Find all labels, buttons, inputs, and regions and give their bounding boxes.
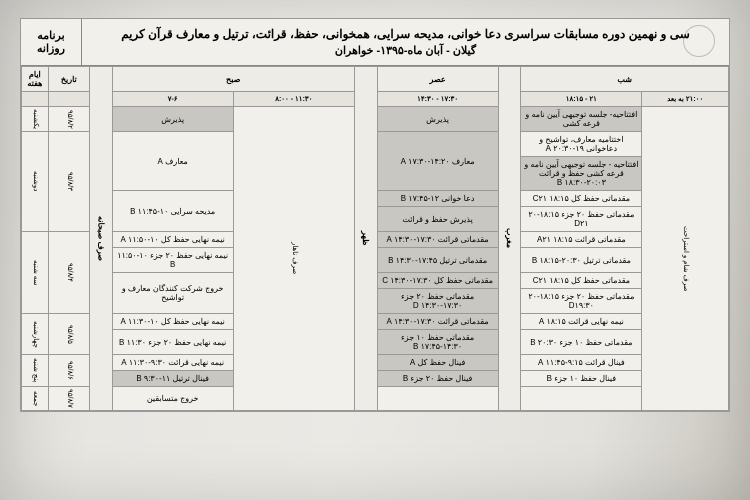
col-day: ایام هفته	[22, 67, 49, 92]
r5-c2: فینال حفظ ۲۰ جزء B	[377, 371, 498, 387]
r5-dt: ۹۵/۸/۶	[48, 355, 89, 387]
side-nahar: صرف ناهار	[233, 107, 354, 411]
r3-c2: مقدماتی ترتیل ۱۷:۴۵-۱۴:۳۰ B	[377, 248, 498, 273]
side-title-1: برنامه	[37, 29, 64, 42]
side-title-2: روزانه	[37, 42, 65, 55]
time-e: ۷-۶	[112, 92, 233, 107]
r3-b2: مقدماتی ترتیل ۲۰:۳۰-۱۸:۱۵ B	[521, 248, 642, 273]
r2-c1: دعا خوانی ۱۲-۱۷:۴۵ B	[377, 191, 498, 207]
r1-dy: دوشنبه	[22, 132, 49, 232]
r3-b4: مقدماتی حفظ ۲۰ جزء ۱۸:۱۵-۲۰ D۱۹:۳۰	[521, 289, 642, 314]
r3-d2: نیمه نهایی حفظ ۲۰ جزء ۱۰-۱۱:۵۰ B	[112, 248, 233, 273]
r4-dy: چهارشنبه	[22, 314, 49, 355]
r3-b1: مقدماتی قرائت ۱۸:۱۵ A۲۱	[521, 232, 642, 248]
r4-dt: ۹۵/۸/۵	[48, 314, 89, 355]
col-zuhr: ظهر	[354, 67, 377, 411]
r5-b1: فینال قرائت ۹:۱۵-۱۱:۴۵ A	[521, 355, 642, 371]
r6-d: خروج متسابقین	[112, 387, 233, 411]
r0-dt: ۹۵/۸/۲	[48, 107, 89, 132]
time-d: ۱۱:۳۰ - ۸:۰۰	[233, 92, 354, 107]
r3-b3: مقدماتی حفظ کل ۱۸:۱۵ C۲۱	[521, 273, 642, 289]
r5-d1: نیمه نهایی قرائت ۹:۳۰-۱۱:۳۰ A	[112, 355, 233, 371]
title-1: سی و نهمین دوره مسابقات سراسری دعا خوانی…	[86, 27, 725, 41]
r0-d1: پذیرش	[112, 107, 233, 132]
r3-c1: مقدماتی قرائت ۱۷:۳۰-۱۴:۳۰ A	[377, 232, 498, 248]
side-sham: صرف شام و استراحت	[642, 107, 729, 411]
col-night: شب	[521, 67, 729, 92]
schedule-table: شب مغرب عصر ظهر صبح صرف صبحانه تاریخ ایا…	[21, 66, 729, 411]
r1-d1: معارف A	[112, 132, 233, 191]
r5-d2: فینال ترتیل ۱۱-۹:۳۰ B	[112, 371, 233, 387]
r4-d1: نیمه نهایی حفظ کل ۱۰-۱۱:۳۰ A	[112, 314, 233, 330]
r5-c1: فینال حفظ کل A	[377, 355, 498, 371]
r3-c3: مقدماتی حفظ کل ۱۷:۳۰-۱۴:۳۰ C	[377, 273, 498, 289]
r2-c2: پذیرش حفظ و قرائت	[377, 207, 498, 232]
time-c: ۱۷:۳۰ - ۱۴:۳۰	[377, 92, 498, 107]
time-a: ۲۱:۰۰ به بعد	[642, 92, 729, 107]
r6-dt: ۹۵/۸/۷	[48, 387, 89, 411]
r0-b: افتتاحیه- جلسه توجیهی آیین نامه و قرعه ک…	[521, 107, 642, 132]
logo-circle	[683, 25, 715, 57]
side-sobhane: صرف صبحانه	[89, 67, 112, 411]
r3-dy: سه شنبه	[22, 232, 49, 314]
r4-b1: نیمه نهایی قرائت ۱۸:۱۵ A	[521, 314, 642, 330]
r1-dt: ۹۵/۸/۳	[48, 132, 89, 232]
r6-dy: جمعه	[22, 387, 49, 411]
col-date: تاریخ	[48, 67, 89, 92]
r0-c: پذیرش	[377, 107, 498, 132]
r1-b1: اختتامیه معارف، تواشیح و دعاخوانی ۱۹-۲۰:…	[521, 132, 642, 157]
r2-b2: مقدماتی حفظ ۲۰ جزء ۱۸:۱۵-۲۰ D۲۱	[521, 207, 642, 232]
r4-b2: مقدماتی حفظ ۱۰ جزء ۲۰:۳۰ B	[521, 330, 642, 355]
r2-d1: مدیحه سرایی ۱۰-۱۱:۴۵ B	[112, 191, 233, 232]
r5-b2: فینال حفظ ۱۰ جزء B	[521, 371, 642, 387]
r5-dy: پنج شنبه	[22, 355, 49, 387]
r3-c4: مقدماتی حفظ ۲۰ جزء ۱۷:۳۰-۱۴:۳۰ D	[377, 289, 498, 314]
r2-b1: مقدماتی حفظ کل ۱۸:۱۵ C۲۱	[521, 191, 642, 207]
r3-d3: خروج شرکت کنندگان معارف و تواشیح	[112, 273, 233, 314]
r0-dy: یکشنبه	[22, 107, 49, 132]
r3-d1: نیمه نهایی حفظ کل ۱۰-۱۱:۵۰ A	[112, 232, 233, 248]
col-maghrib: مغرب	[498, 67, 521, 411]
r1-b2: افتتاحیه - جلسه توجیهی آیین نامه و قرعه …	[521, 157, 642, 191]
col-asr: عصر	[377, 67, 498, 92]
r4-c2: مقدماتی حفظ ۱۰ جزء ۱۴:۳۰-۱۷:۴۵ B	[377, 330, 498, 355]
title-2: گیلان - آبان ماه-۱۳۹۵- خواهران	[86, 44, 725, 57]
time-b: ۲۱ - ۱۸:۱۵	[521, 92, 642, 107]
r4-c1: مقدماتی قرائت ۱۷:۳۰-۱۴:۳۰ A	[377, 314, 498, 330]
r1-c: معارف ۱۴:۲۰-۱۷:۳۰ A	[377, 132, 498, 191]
col-subh: صبح	[112, 67, 354, 92]
r3-dt: ۹۵/۸/۴	[48, 232, 89, 314]
r4-d2: نیمه نهایی حفظ ۲۰ جزء ۱۱:۳۰ B	[112, 330, 233, 355]
